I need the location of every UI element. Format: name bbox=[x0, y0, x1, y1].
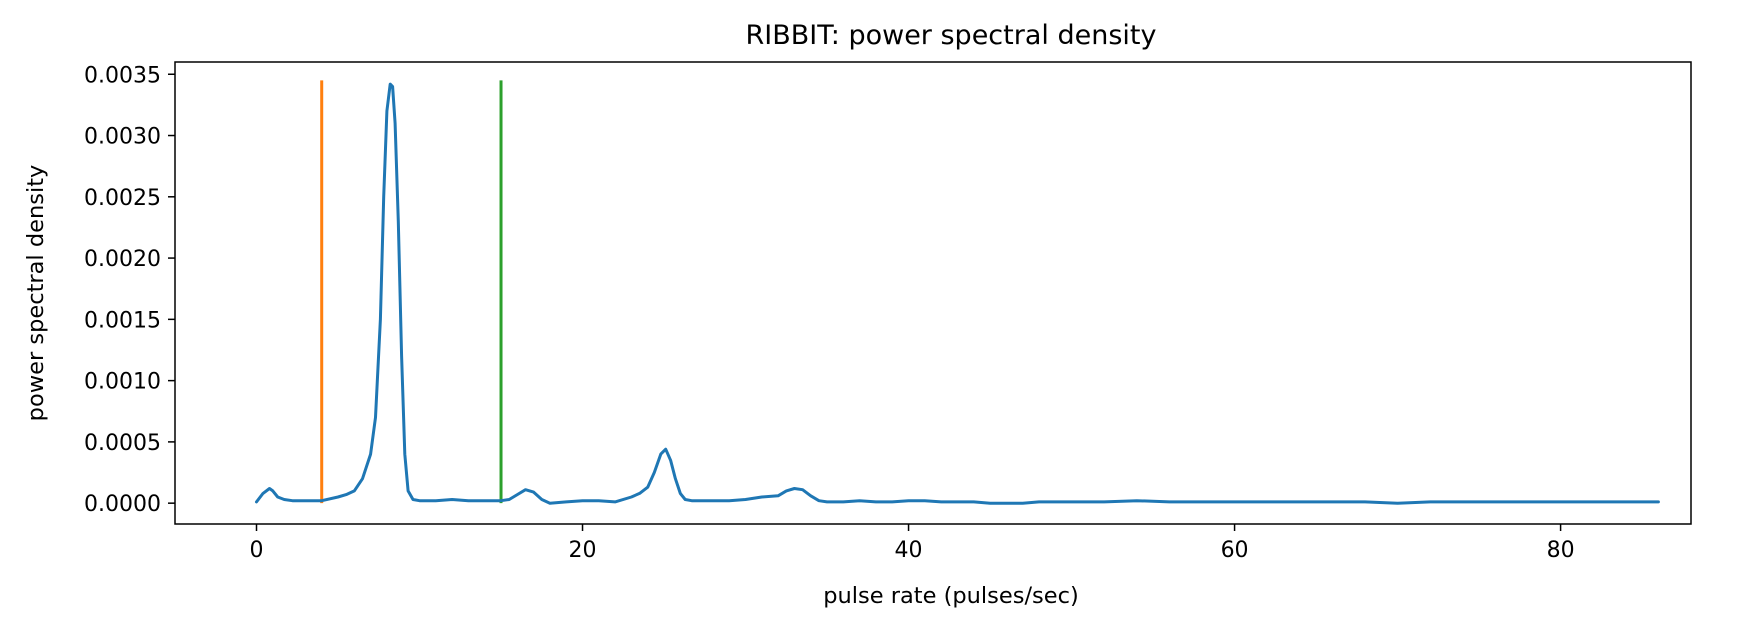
y-tick-label: 0.0010 bbox=[84, 370, 161, 395]
x-tick-label: 0 bbox=[250, 538, 264, 563]
y-tick-label: 0.0015 bbox=[84, 308, 161, 333]
y-tick-label: 0.0030 bbox=[84, 125, 161, 150]
x-tick-label: 60 bbox=[1221, 538, 1249, 563]
y-tick-label: 0.0020 bbox=[84, 247, 161, 272]
y-axis: 0.0000 0.0005 0.0010 0.0015 0.0020 0.0025 0.00… bbox=[84, 63, 175, 517]
plot-area bbox=[255, 80, 1660, 505]
chart-title: RIBBIT: power spectral density bbox=[746, 20, 1157, 51]
y-tick-label: 0.0005 bbox=[84, 431, 161, 456]
x-axis-label: pulse rate (pulses/sec) bbox=[823, 583, 1079, 609]
x-tick-label: 80 bbox=[1547, 538, 1575, 563]
x-tick-label: 40 bbox=[895, 538, 923, 563]
y-tick-label: 0.0000 bbox=[84, 492, 161, 517]
y-tick-label: 0.0025 bbox=[84, 186, 161, 211]
psd-series-line-1 bbox=[255, 82, 1660, 505]
x-axis: 0 20 40 60 80 bbox=[250, 524, 1575, 563]
x-tick-label: 20 bbox=[569, 538, 597, 563]
axes-frame bbox=[174, 61, 1692, 525]
y-tick-label: 0.0035 bbox=[84, 63, 161, 88]
y-axis-label: power spectral density bbox=[23, 165, 49, 422]
